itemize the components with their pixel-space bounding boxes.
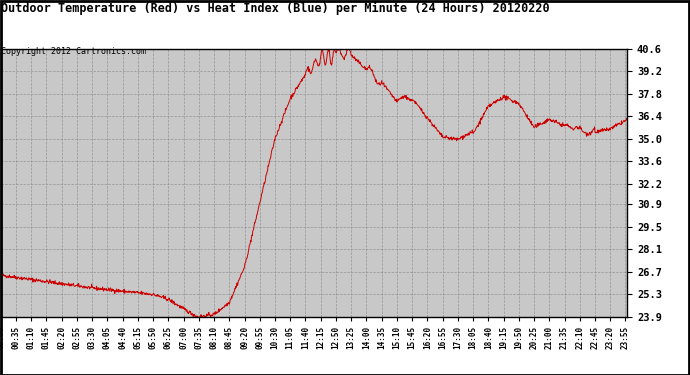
Text: Copyright 2012 Cartronics.com: Copyright 2012 Cartronics.com [1, 47, 146, 56]
Text: Outdoor Temperature (Red) vs Heat Index (Blue) per Minute (24 Hours) 20120220: Outdoor Temperature (Red) vs Heat Index … [1, 2, 550, 15]
